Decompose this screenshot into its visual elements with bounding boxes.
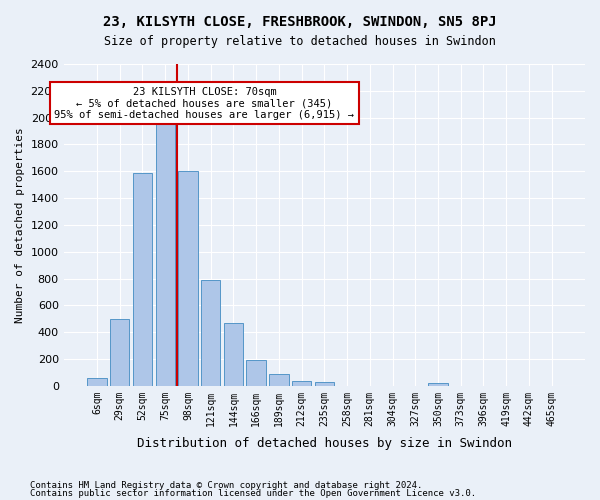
Bar (133, 172, 152, 386)
Bar (292, 381, 311, 386)
Bar (155, 124, 175, 386)
Y-axis label: Number of detached properties: Number of detached properties (15, 127, 25, 323)
Bar (247, 360, 266, 386)
Bar (88, 378, 107, 386)
Bar (269, 374, 289, 386)
Bar (178, 172, 197, 386)
Bar (201, 280, 220, 386)
Bar (110, 318, 130, 386)
Text: 23 KILSYTH CLOSE: 70sqm
← 5% of detached houses are smaller (345)
95% of semi-de: 23 KILSYTH CLOSE: 70sqm ← 5% of detached… (55, 86, 355, 120)
Bar (314, 382, 334, 386)
Text: Contains public sector information licensed under the Open Government Licence v3: Contains public sector information licen… (30, 488, 476, 498)
Text: 23, KILSYTH CLOSE, FRESHBROOK, SWINDON, SN5 8PJ: 23, KILSYTH CLOSE, FRESHBROOK, SWINDON, … (103, 15, 497, 29)
Bar (224, 323, 243, 386)
Text: Contains HM Land Registry data © Crown copyright and database right 2024.: Contains HM Land Registry data © Crown c… (30, 481, 422, 490)
X-axis label: Distribution of detached houses by size in Swindon: Distribution of detached houses by size … (137, 437, 512, 450)
Text: Size of property relative to detached houses in Swindon: Size of property relative to detached ho… (104, 35, 496, 48)
Bar (428, 383, 448, 386)
